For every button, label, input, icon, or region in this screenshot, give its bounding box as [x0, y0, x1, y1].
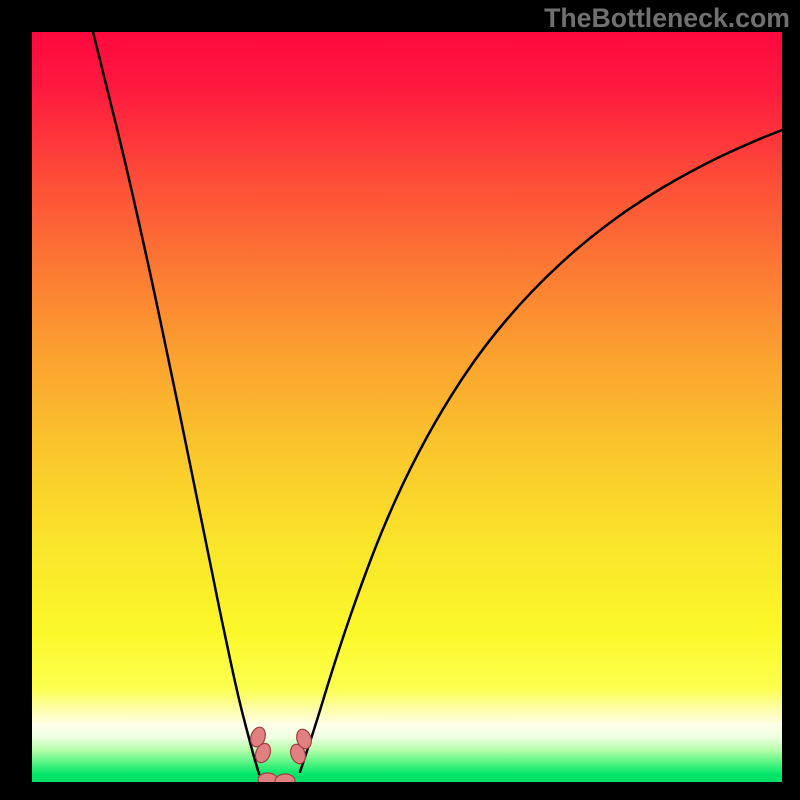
- chart-svg: [32, 32, 782, 782]
- plot-area: [32, 32, 782, 782]
- watermark: TheBottleneck.com: [544, 3, 790, 34]
- gradient-background: [32, 32, 782, 782]
